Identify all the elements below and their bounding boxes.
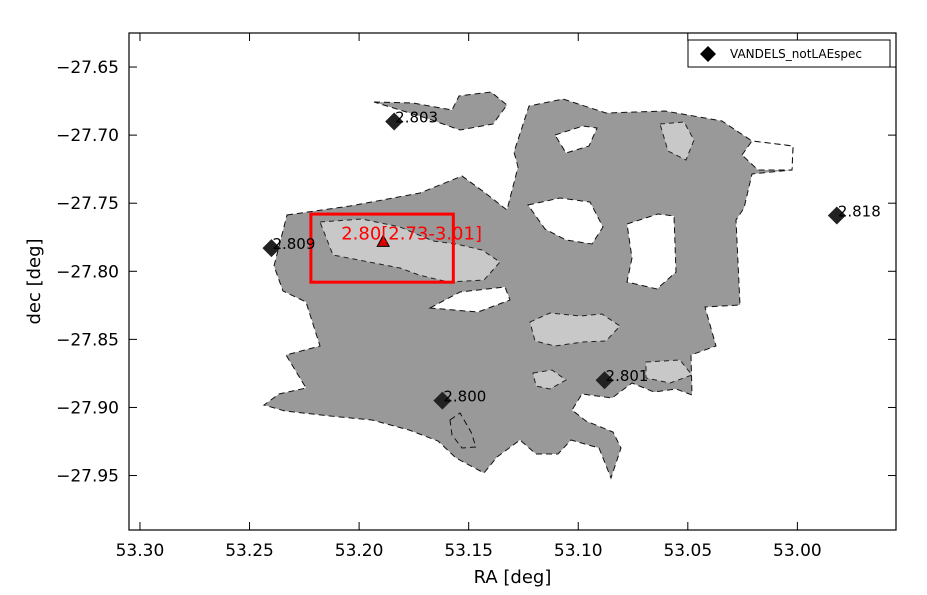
- density-peak-5: [532, 369, 567, 390]
- data-point-label: 2.801: [606, 367, 649, 385]
- density-hole-1: [527, 197, 604, 245]
- y-tick-label: −27.80: [56, 262, 119, 282]
- data-point-label: 2.803: [395, 109, 438, 127]
- density-peak-2: [529, 312, 621, 347]
- y-tick-label: −27.90: [56, 398, 119, 418]
- legend-frame: [687, 39, 891, 68]
- density-peak-1: [319, 218, 501, 283]
- y-tick-label: −27.85: [56, 330, 119, 350]
- data-point-diamond: [262, 239, 281, 258]
- legend-diamond-marker: [700, 46, 716, 62]
- legend: VANDELS_notLAEspec: [687, 39, 891, 68]
- data-point-label: 2.800: [443, 388, 486, 406]
- y-tick-label: −27.65: [56, 58, 119, 78]
- data-point-label: 2.809: [272, 235, 315, 253]
- annotation-box: [309, 212, 455, 284]
- data-point-diamond: [433, 391, 452, 410]
- x-tick-label: 53.15: [444, 541, 493, 561]
- density-region-2: [373, 91, 508, 131]
- data-point-diamond: [385, 112, 404, 131]
- x-tick-label: 53.10: [554, 541, 603, 561]
- annotation-triangle-marker: [376, 234, 391, 247]
- data-point-diamond: [827, 206, 846, 225]
- x-tick-label: 53.30: [116, 541, 165, 561]
- y-tick-label: −27.75: [56, 194, 119, 214]
- density-region: [262, 91, 794, 480]
- x-tick-label: 53.00: [773, 541, 822, 561]
- axis-ticks: 53.30 53.25 53.20 53.15 53.10 53.05 53.00 −27.6…: [56, 33, 896, 561]
- y-tick-label: −27.70: [56, 126, 119, 146]
- density-hole-4: [741, 140, 794, 171]
- data-point-diamond: [595, 371, 614, 390]
- density-hole-5: [428, 286, 511, 313]
- density-hole-3: [554, 125, 598, 154]
- plot-frame: [128, 32, 897, 531]
- density-peak-4: [645, 359, 693, 384]
- annotation-label: 2.80[2.73-3.01]: [341, 223, 482, 244]
- density-region-3: [449, 412, 477, 449]
- density-hole-2: [626, 213, 677, 290]
- density-region-1: [262, 98, 794, 480]
- y-axis-label: dec [deg]: [24, 238, 45, 324]
- scatter-points: 2.803 2.809 2.818 2.800 2.801: [262, 109, 881, 410]
- x-axis-label: RA [deg]: [474, 567, 552, 588]
- x-tick-label: 53.25: [225, 541, 274, 561]
- x-tick-label: 53.05: [663, 541, 712, 561]
- density-peak-3: [659, 121, 695, 161]
- data-point-label: 2.818: [838, 202, 881, 220]
- x-tick-label: 53.20: [335, 541, 384, 561]
- legend-entry-label: VANDELS_notLAEspec: [730, 47, 862, 61]
- y-tick-label: −27.95: [56, 467, 119, 487]
